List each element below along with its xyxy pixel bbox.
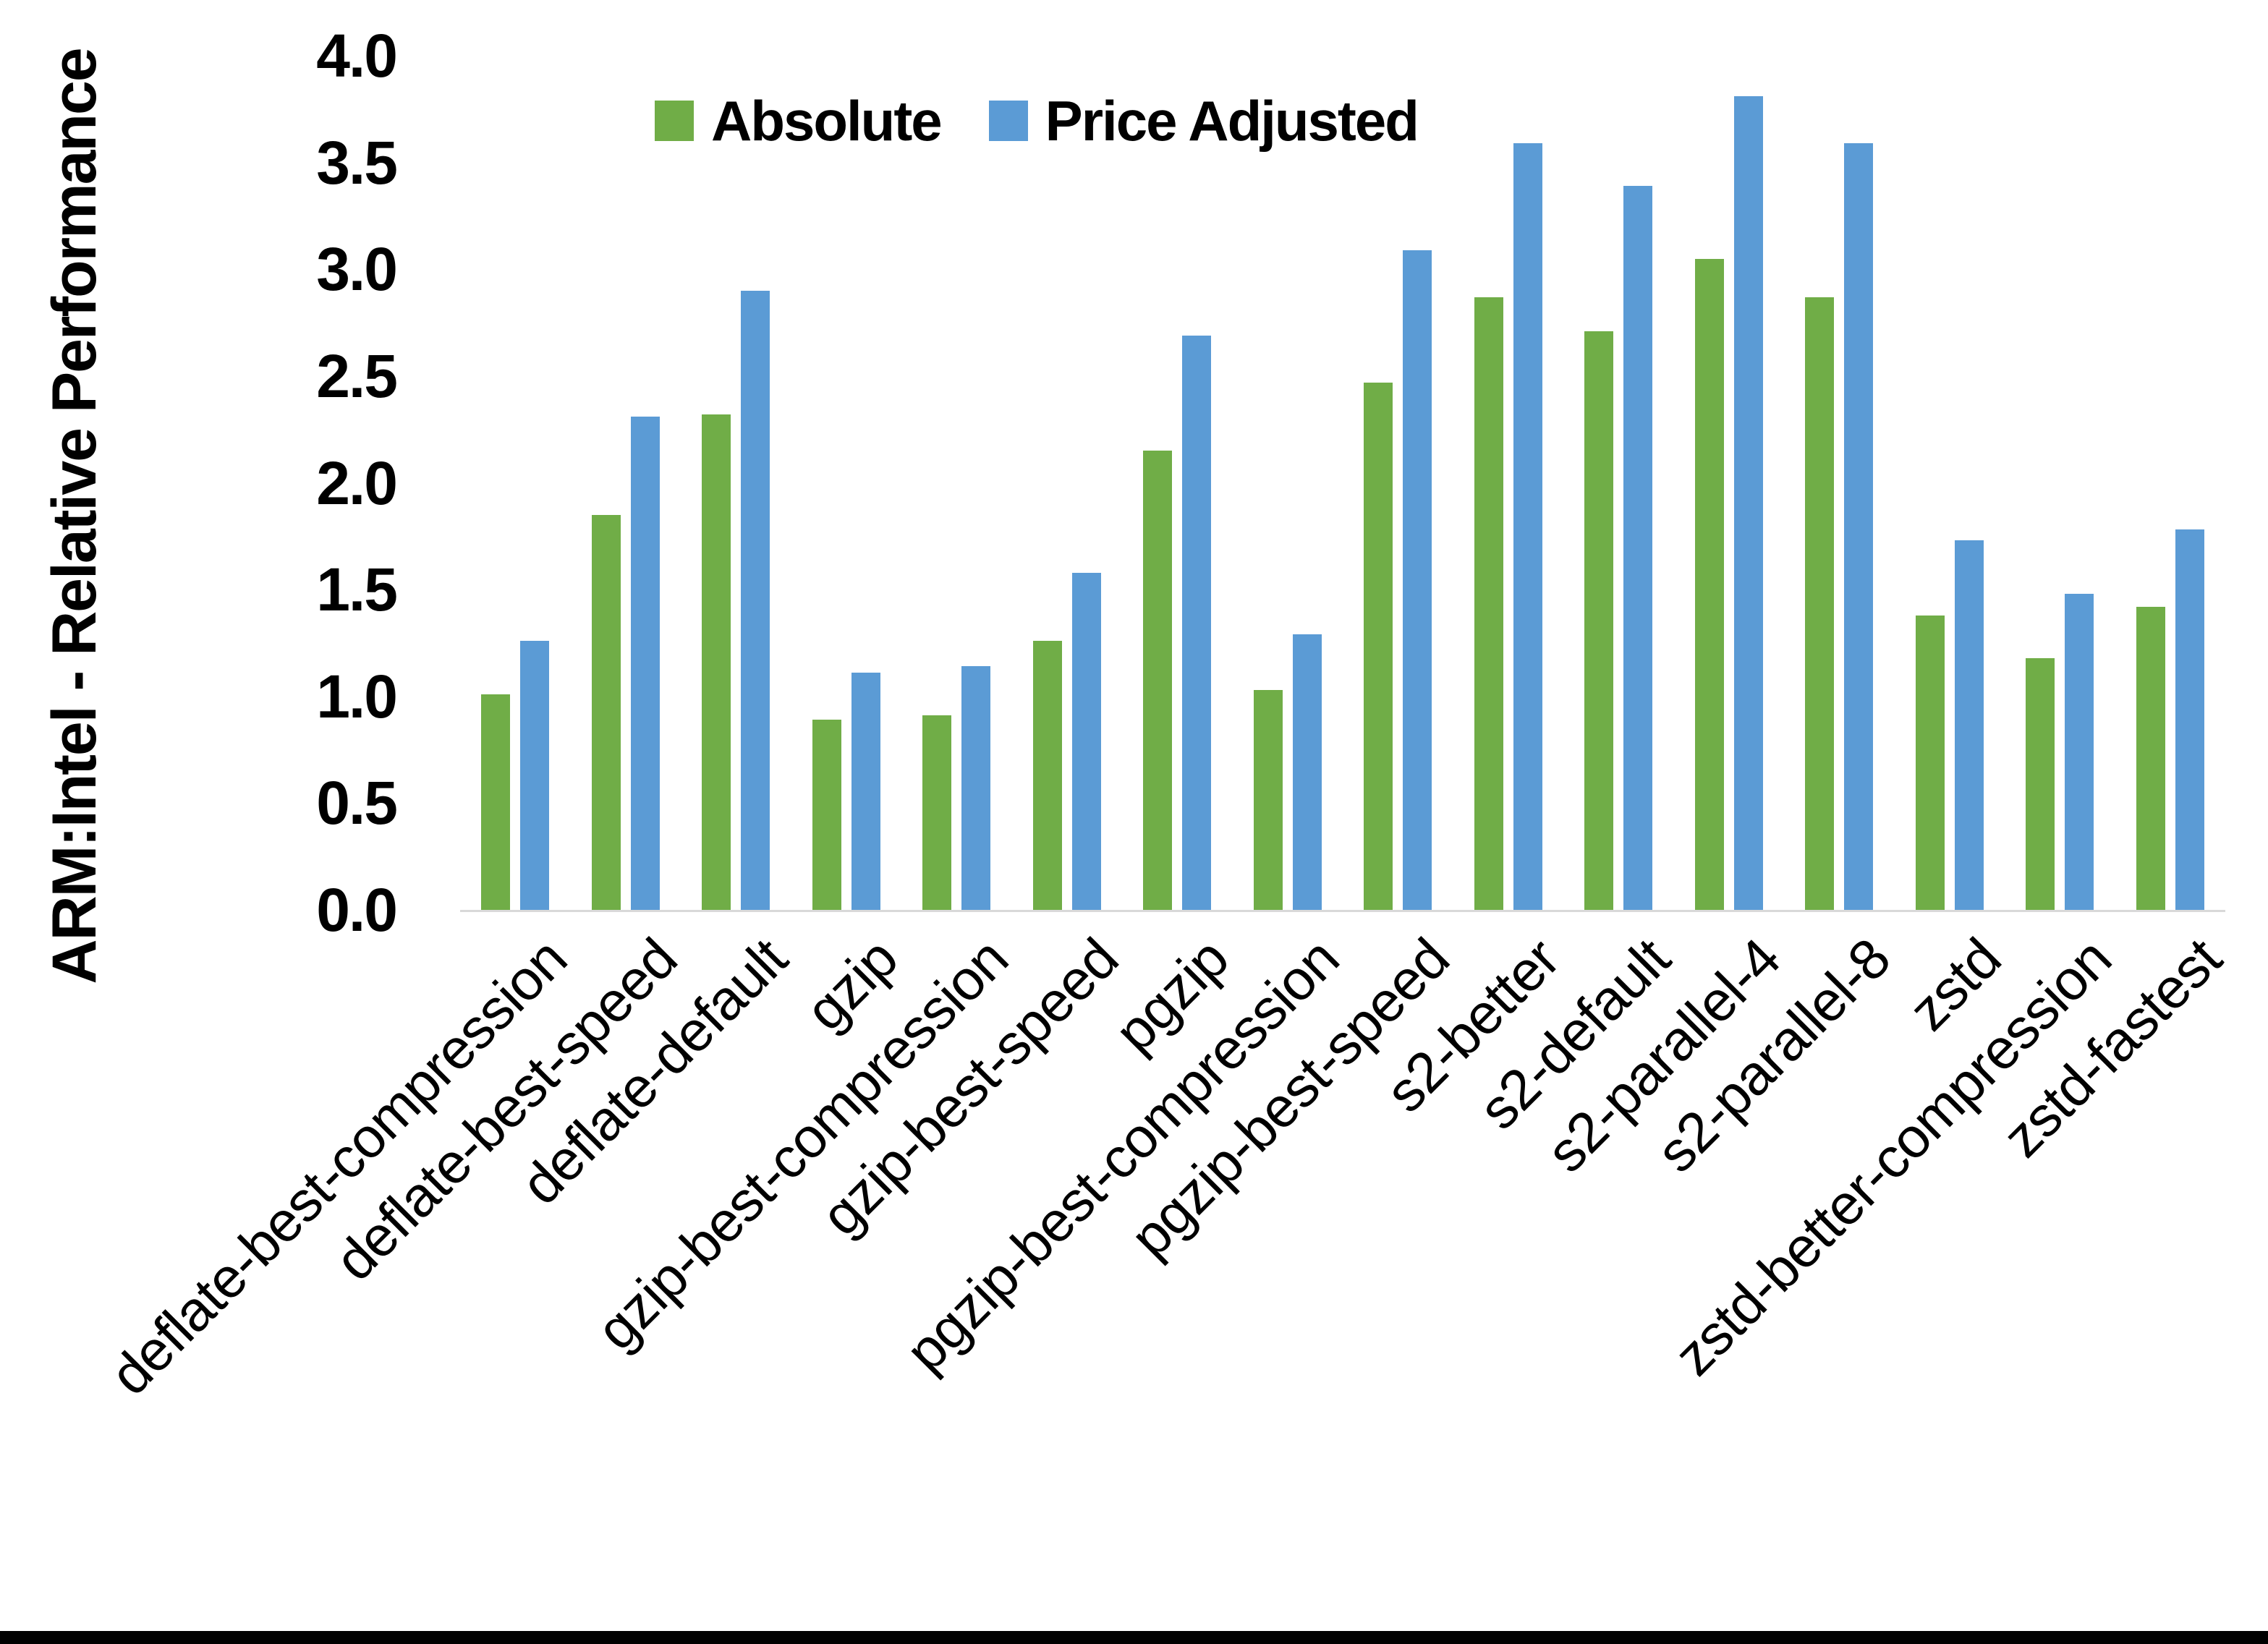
bar-group-zstd [1895, 56, 2005, 910]
bar-price-adjusted-gzip-best-speed [1071, 572, 1101, 910]
bar-absolute-gzip-best-compression [922, 715, 952, 910]
bar-absolute-s2-better [1474, 297, 1503, 910]
bar-absolute-pgzip-best-speed [1364, 382, 1393, 910]
bar-absolute-gzip [812, 720, 841, 910]
bar-absolute-gzip-best-speed [1032, 641, 1062, 910]
bar-group-pgzip [1122, 56, 1233, 910]
bar-group-pgzip-best-compression [1233, 56, 1343, 910]
legend-label-price-adjusted: Price Adjusted [1045, 89, 1419, 153]
bar-price-adjusted-pgzip-best-compression [1292, 634, 1322, 910]
bar-group-s2-better [1453, 56, 1564, 910]
bar-group-deflate-default [681, 56, 791, 910]
bar-absolute-deflate-best-compression [481, 694, 511, 910]
bar-price-adjusted-pgzip [1182, 335, 1212, 910]
y-tick-label-1.0: 1.0 [316, 662, 398, 731]
bar-absolute-deflate-best-speed [591, 514, 621, 910]
bar-price-adjusted-gzip-best-compression [961, 666, 991, 910]
y-tick-label-0.0: 0.0 [316, 876, 398, 944]
y-tick-label-2.0: 2.0 [316, 448, 398, 517]
bar-price-adjusted-pgzip-best-speed [1403, 250, 1432, 910]
bar-absolute-s2-parallel-8 [1805, 297, 1835, 910]
bar-price-adjusted-deflate-default [741, 290, 770, 910]
bar-price-adjusted-gzip [851, 673, 880, 910]
y-axis-title: ARM:Intel - Relative Performance [40, 48, 109, 984]
bar-absolute-deflate-default [702, 414, 731, 910]
bar-group-zstd-fastest [2115, 56, 2226, 910]
bar-absolute-pgzip-best-compression [1253, 689, 1283, 910]
bar-absolute-zstd [1915, 615, 1945, 910]
bar-absolute-zstd-fastest [2136, 606, 2165, 910]
bar-price-adjusted-deflate-best-speed [630, 416, 660, 910]
bar-absolute-s2-parallel-4 [1694, 258, 1724, 910]
bar-price-adjusted-zstd-better-compression [2065, 594, 2094, 910]
y-tick-label-3.0: 3.0 [316, 235, 398, 304]
y-tick-label-3.5: 3.5 [316, 128, 398, 197]
bar-price-adjusted-s2-default [1623, 186, 1653, 910]
bar-group-deflate-best-compression [460, 56, 571, 910]
legend-item-price-adjusted: Price Adjusted [988, 89, 1419, 153]
bar-group-s2-default [1563, 56, 1674, 910]
y-tick-label-2.5: 2.5 [316, 341, 398, 410]
legend-label-absolute: Absolute [711, 89, 943, 153]
legend-swatch-absolute [655, 101, 694, 141]
bar-price-adjusted-deflate-best-compression [520, 641, 550, 910]
bar-group-gzip [791, 56, 902, 910]
bar-group-s2-parallel-4 [1674, 56, 1785, 910]
legend: Absolute Price Adjusted [655, 89, 1419, 153]
y-tick-label-0.5: 0.5 [316, 769, 398, 838]
legend-item-absolute: Absolute [655, 89, 943, 153]
bottom-border-bar [0, 1631, 2268, 1644]
bar-price-adjusted-s2-parallel-8 [1844, 143, 1874, 910]
bar-group-zstd-better-compression [2005, 56, 2115, 910]
bar-group-gzip-best-compression [901, 56, 1012, 910]
bar-absolute-zstd-better-compression [2026, 657, 2055, 910]
x-label-deflate-best-compression: deflate-best-compression [97, 926, 579, 1407]
bar-group-gzip-best-speed [1012, 56, 1123, 910]
y-tick-label-1.5: 1.5 [316, 555, 398, 624]
plot-area [460, 56, 2225, 912]
bar-price-adjusted-zstd-fastest [2175, 529, 2204, 910]
bar-group-deflate-best-speed [571, 56, 681, 910]
bar-price-adjusted-s2-better [1513, 143, 1542, 910]
bar-absolute-s2-default [1584, 331, 1614, 910]
bar-price-adjusted-zstd [1954, 540, 1984, 910]
bar-absolute-pgzip [1143, 451, 1173, 910]
legend-swatch-price-adjusted [988, 101, 1028, 141]
bar-group-pgzip-best-speed [1343, 56, 1453, 910]
bar-price-adjusted-s2-parallel-4 [1733, 96, 1763, 910]
y-tick-label-4.0: 4.0 [316, 22, 398, 90]
bar-group-s2-parallel-8 [1784, 56, 1895, 910]
